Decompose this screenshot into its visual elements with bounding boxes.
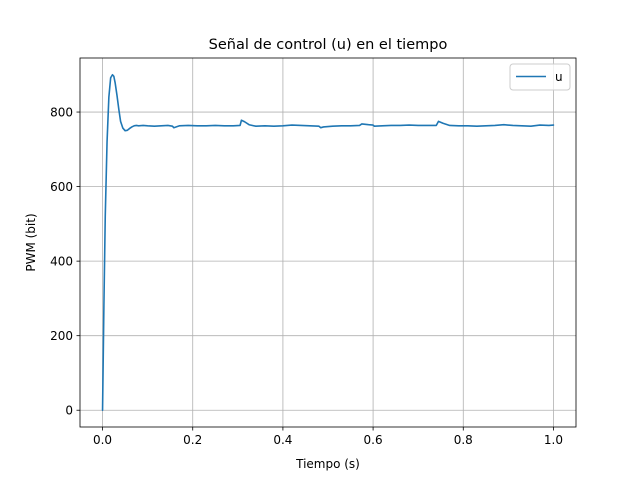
y-axis-label: PWM (bit) (24, 213, 38, 271)
y-tick-label: 600 (50, 180, 73, 194)
x-tick-label: 0.0 (93, 433, 112, 447)
x-tick-label: 1.0 (544, 433, 563, 447)
y-axis: 0 200 400 600 800 (50, 106, 80, 418)
grid (80, 58, 576, 427)
y-tick-label: 400 (50, 255, 73, 269)
x-tick-label: 0.8 (454, 433, 473, 447)
x-axis-label: Tiempo (s) (295, 457, 360, 471)
series-line-u (101, 73, 555, 412)
legend-label: u (555, 70, 563, 84)
y-tick-label: 200 (50, 329, 73, 343)
x-tick-label: 0.4 (273, 433, 292, 447)
x-tick-label: 0.2 (183, 433, 202, 447)
chart-title: Señal de control (u) en el tiempo (209, 37, 448, 53)
y-tick-label: 800 (50, 106, 73, 120)
x-axis: 0.0 0.2 0.4 0.6 0.8 1.0 (93, 427, 563, 447)
plot-frame (79, 57, 577, 428)
legend: u (509, 63, 571, 91)
y-tick-label: 0 (65, 404, 73, 418)
x-tick-label: 0.6 (364, 433, 383, 447)
series-layer (101, 73, 555, 412)
